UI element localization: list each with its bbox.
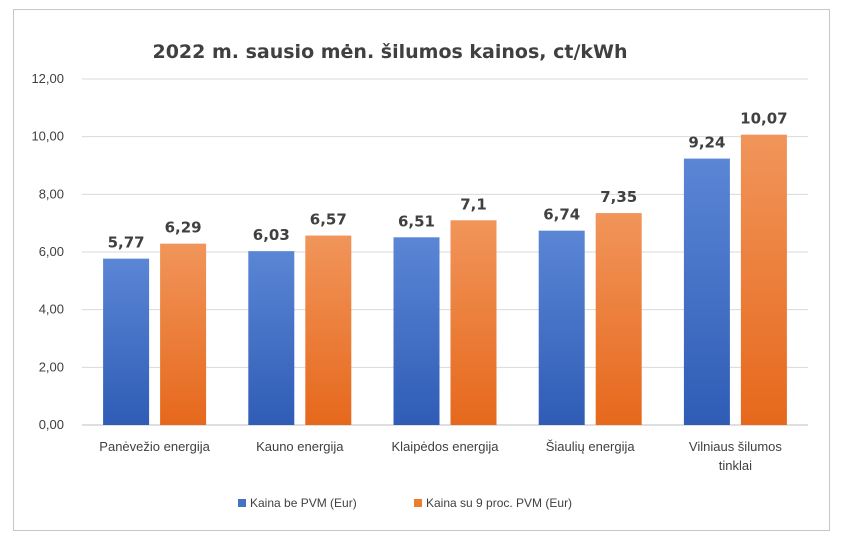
x-category-label: Kauno energija <box>256 439 344 454</box>
bar-kaina-su-pvm <box>160 243 207 425</box>
bar-kaina-su-pvm <box>450 220 497 425</box>
bar-kaina-be-pvm <box>538 230 585 425</box>
x-category-label: Klaipėdos energija <box>392 439 500 454</box>
data-label: 6,74 <box>543 206 580 224</box>
x-category-label: Panėvežio energija <box>99 439 210 454</box>
x-category-label: tinklai <box>719 458 752 473</box>
y-tick-label: 0,00 <box>39 417 64 432</box>
legend-label: Kaina be PVM (Eur) <box>250 496 357 510</box>
bar-kaina-su-pvm <box>305 235 352 425</box>
data-label: 6,51 <box>398 212 435 230</box>
data-label: 9,24 <box>688 134 725 152</box>
data-label: 6,29 <box>165 219 202 237</box>
bar-kaina-su-pvm <box>595 213 642 425</box>
bar-kaina-be-pvm <box>248 251 295 425</box>
bar-kaina-be-pvm <box>393 237 440 425</box>
y-tick-label: 10,00 <box>31 129 64 144</box>
bar-kaina-su-pvm <box>740 134 787 426</box>
bar-kaina-be-pvm <box>683 158 730 425</box>
x-category-label: Šiaulių energija <box>546 439 636 454</box>
legend-swatch <box>414 499 422 507</box>
legend-label: Kaina su 9 proc. PVM (Eur) <box>426 496 572 510</box>
data-label: 6,03 <box>253 226 290 244</box>
y-tick-label: 6,00 <box>39 244 64 259</box>
y-tick-label: 4,00 <box>39 302 64 317</box>
chart-title: 2022 m. sausio mėn. šilumos kainos, ct/k… <box>152 41 627 63</box>
data-label: 10,07 <box>740 110 787 128</box>
legend-swatch <box>238 499 246 507</box>
y-tick-label: 2,00 <box>39 359 64 374</box>
data-label: 7,1 <box>460 195 487 213</box>
x-category-label: Vilniaus šilumos <box>689 439 782 454</box>
y-tick-label: 8,00 <box>39 186 64 201</box>
data-label: 6,57 <box>310 211 347 229</box>
data-label: 7,35 <box>600 188 637 206</box>
data-label: 5,77 <box>108 234 145 252</box>
bar-kaina-be-pvm <box>103 258 150 425</box>
y-tick-label: 12,00 <box>31 71 64 86</box>
